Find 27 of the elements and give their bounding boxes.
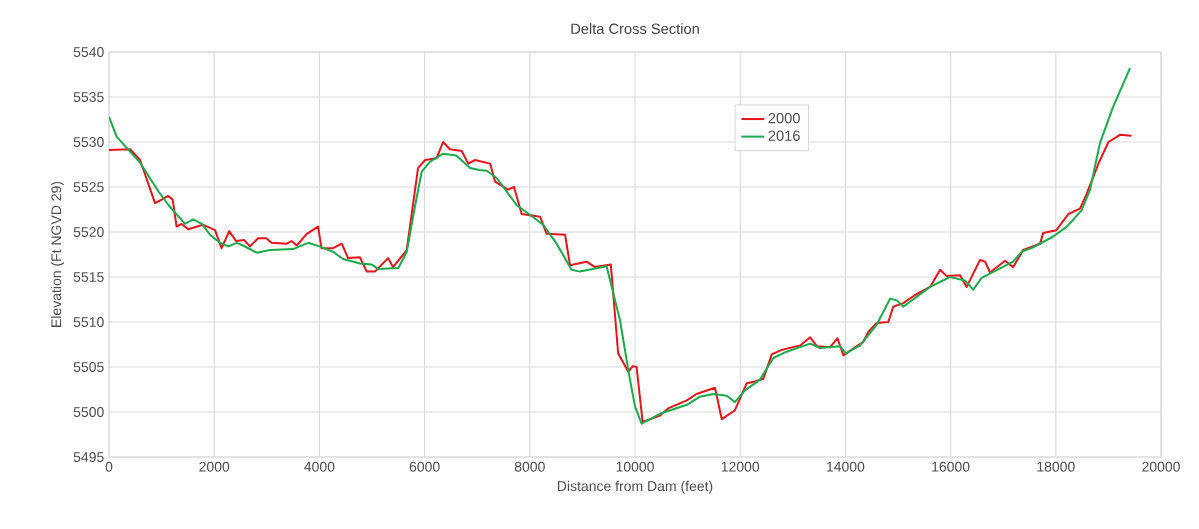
y-tick-label: 5510 (73, 317, 104, 327)
chart-title: Delta Cross Section (571, 23, 699, 34)
y-tick-label: 5500 (73, 407, 104, 417)
y-tick-label: 5505 (73, 362, 104, 372)
y-tick-label: 5530 (73, 137, 104, 147)
x-tick-label: 2000 (199, 461, 230, 472)
x-tick-label: 20000 (1142, 461, 1180, 472)
x-tick-label: 18000 (1037, 461, 1075, 472)
y-tick-label: 5525 (73, 182, 104, 192)
x-tick-label: 0 (105, 461, 113, 472)
y-tick-label: 5495 (73, 452, 104, 462)
x-tick-label: 16000 (932, 461, 970, 472)
legend-label: 2016 (768, 130, 800, 141)
x-tick-label: 14000 (827, 461, 865, 472)
x-tick-label: 12000 (721, 461, 760, 472)
x-tick-label: 6000 (409, 461, 440, 472)
y-tick-label: 5520 (73, 227, 104, 237)
y-tick-label: 5535 (73, 92, 104, 102)
x-tick-label: 8000 (514, 461, 545, 472)
y-tick-label: 5515 (73, 272, 104, 282)
y-axis-title: Elevation (Ft NGVD 29) (50, 181, 64, 327)
legend-label: 2000 (768, 112, 800, 124)
x-axis-title: Distance from Dam (feet) (557, 480, 713, 494)
y-tick-label: 5540 (73, 47, 104, 57)
line-series (109, 67, 1131, 425)
x-tick-label: 10000 (616, 461, 654, 472)
x-tick-label: 4000 (304, 461, 335, 472)
